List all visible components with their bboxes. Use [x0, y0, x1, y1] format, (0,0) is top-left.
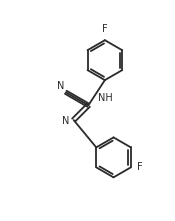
Text: N: N: [57, 80, 64, 91]
Text: F: F: [102, 24, 108, 34]
Text: N: N: [62, 116, 69, 126]
Text: NH: NH: [98, 93, 113, 103]
Text: F: F: [137, 162, 142, 172]
